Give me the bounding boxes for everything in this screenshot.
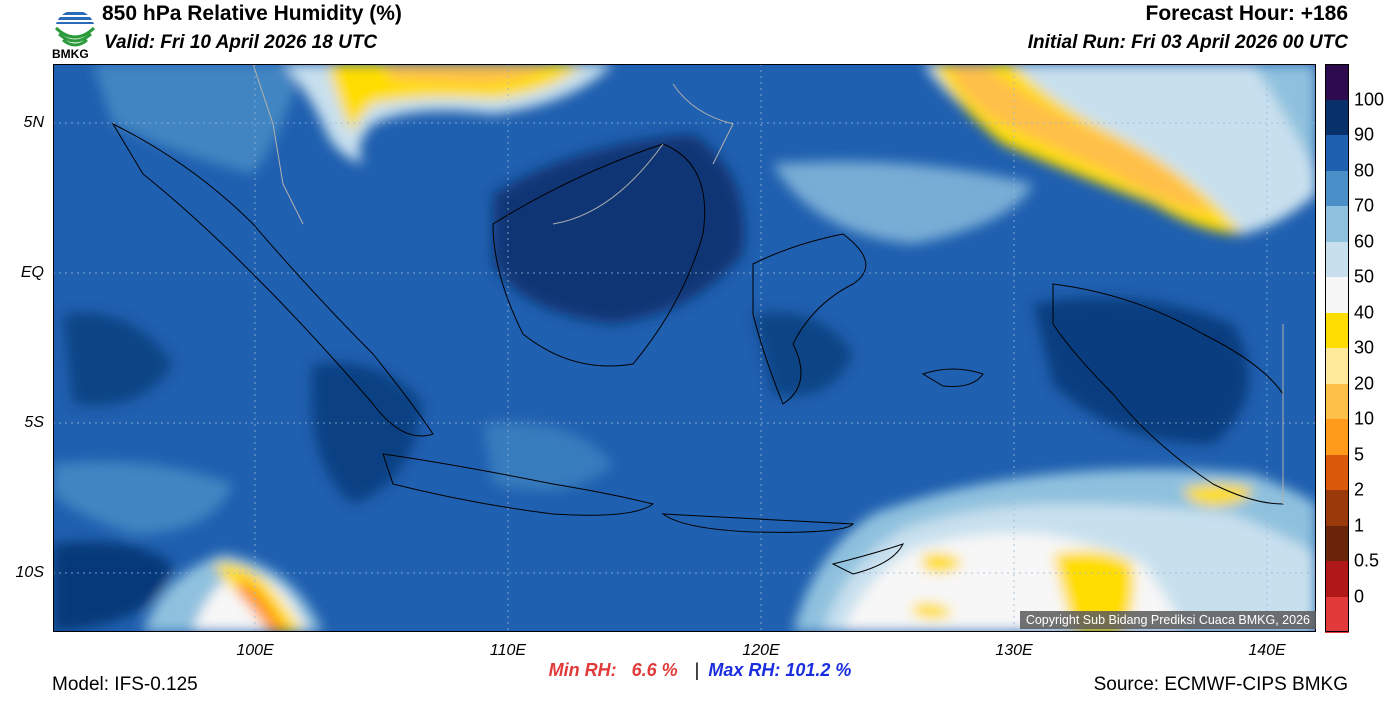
colorbar-label: 100 [1354,89,1385,109]
colorbar-label: 10 [1354,408,1375,429]
lat-label: EQ [20,264,44,281]
lon-label: 140E [1248,642,1286,659]
lat-label: 5N [23,114,44,131]
initial-run: Initial Run: Fri 03 April 2026 00 UTC [1027,32,1348,53]
lat-label: 5S [24,414,44,431]
colorbar-label: 50 [1354,266,1375,287]
source-label: Source: ECMWF-CIPS BMKG [1093,674,1348,695]
colorbar-segment [1325,419,1349,455]
stats-separator: | [694,660,700,680]
bmkg-logo: BMKG [50,2,100,62]
forecast-hour: Forecast Hour: +186 [1145,2,1349,25]
colorbar-label: 5 [1354,444,1365,464]
colorbar-label: 20 [1354,373,1375,393]
max-rh-label: Max RH: [708,660,781,680]
humidity-map: Copyright Sub Bidang Prediksi Cuaca BMKG… [53,63,1316,632]
colorbar-segment [1325,64,1349,100]
copyright-notice: Copyright Sub Bidang Prediksi Cuaca BMKG… [1019,611,1316,629]
colorbar-label: 1 [1354,515,1365,535]
lon-label: 120E [742,642,780,659]
colorbar-segment [1325,135,1349,171]
lat-label: 10S [15,564,44,581]
colorbar-label: 30 [1354,337,1375,358]
colorbar-labels: 100 90 80 70 60 50 40 30 20 10 5 2 1 0.5 0 [1354,64,1400,632]
lon-label: 100E [236,642,274,659]
colorbar-segment [1325,596,1349,633]
max-rh-value: 101.2 % [785,660,852,680]
colorbar-label: 40 [1354,302,1375,322]
colorbar-segment [1325,99,1349,136]
model-label: Model: IFS-0.125 [52,674,198,695]
colorbar-segment [1325,241,1349,278]
valid-time: Valid: Fri 10 April 2026 18 UTC [104,32,378,53]
rh-stats: Min RH: 6.6 % | Max RH: 101.2 % [0,660,1400,681]
colorbar-label: 60 [1354,231,1375,251]
colorbar-label: 80 [1354,160,1375,180]
lon-label: 110E [489,642,527,659]
colorbar-segment [1325,277,1349,313]
colorbar [1325,64,1349,633]
colorbar-segment [1325,454,1349,491]
colorbar-label: 0.5 [1354,550,1380,571]
colorbar-segment [1325,383,1349,420]
colorbar-segment [1325,561,1349,597]
colorbar-segment [1325,206,1349,242]
colorbar-segment [1325,525,1349,562]
colorbar-segment [1325,312,1349,349]
colorbar-segment [1325,490,1349,526]
chart-title: 850 hPa Relative Humidity (%) [102,2,402,25]
min-rh-value: 6.6 % [631,660,678,680]
logo-text: BMKG [52,47,89,61]
colorbar-segment [1325,170,1349,207]
lon-label: 130E [995,642,1033,659]
colorbar-segment [1325,348,1349,384]
colorbar-label: 70 [1354,195,1375,216]
colorbar-label: 0 [1354,586,1365,606]
colorbar-label: 2 [1354,479,1365,500]
colorbar-label: 90 [1354,124,1375,145]
min-rh-label: Min RH: [548,660,617,680]
